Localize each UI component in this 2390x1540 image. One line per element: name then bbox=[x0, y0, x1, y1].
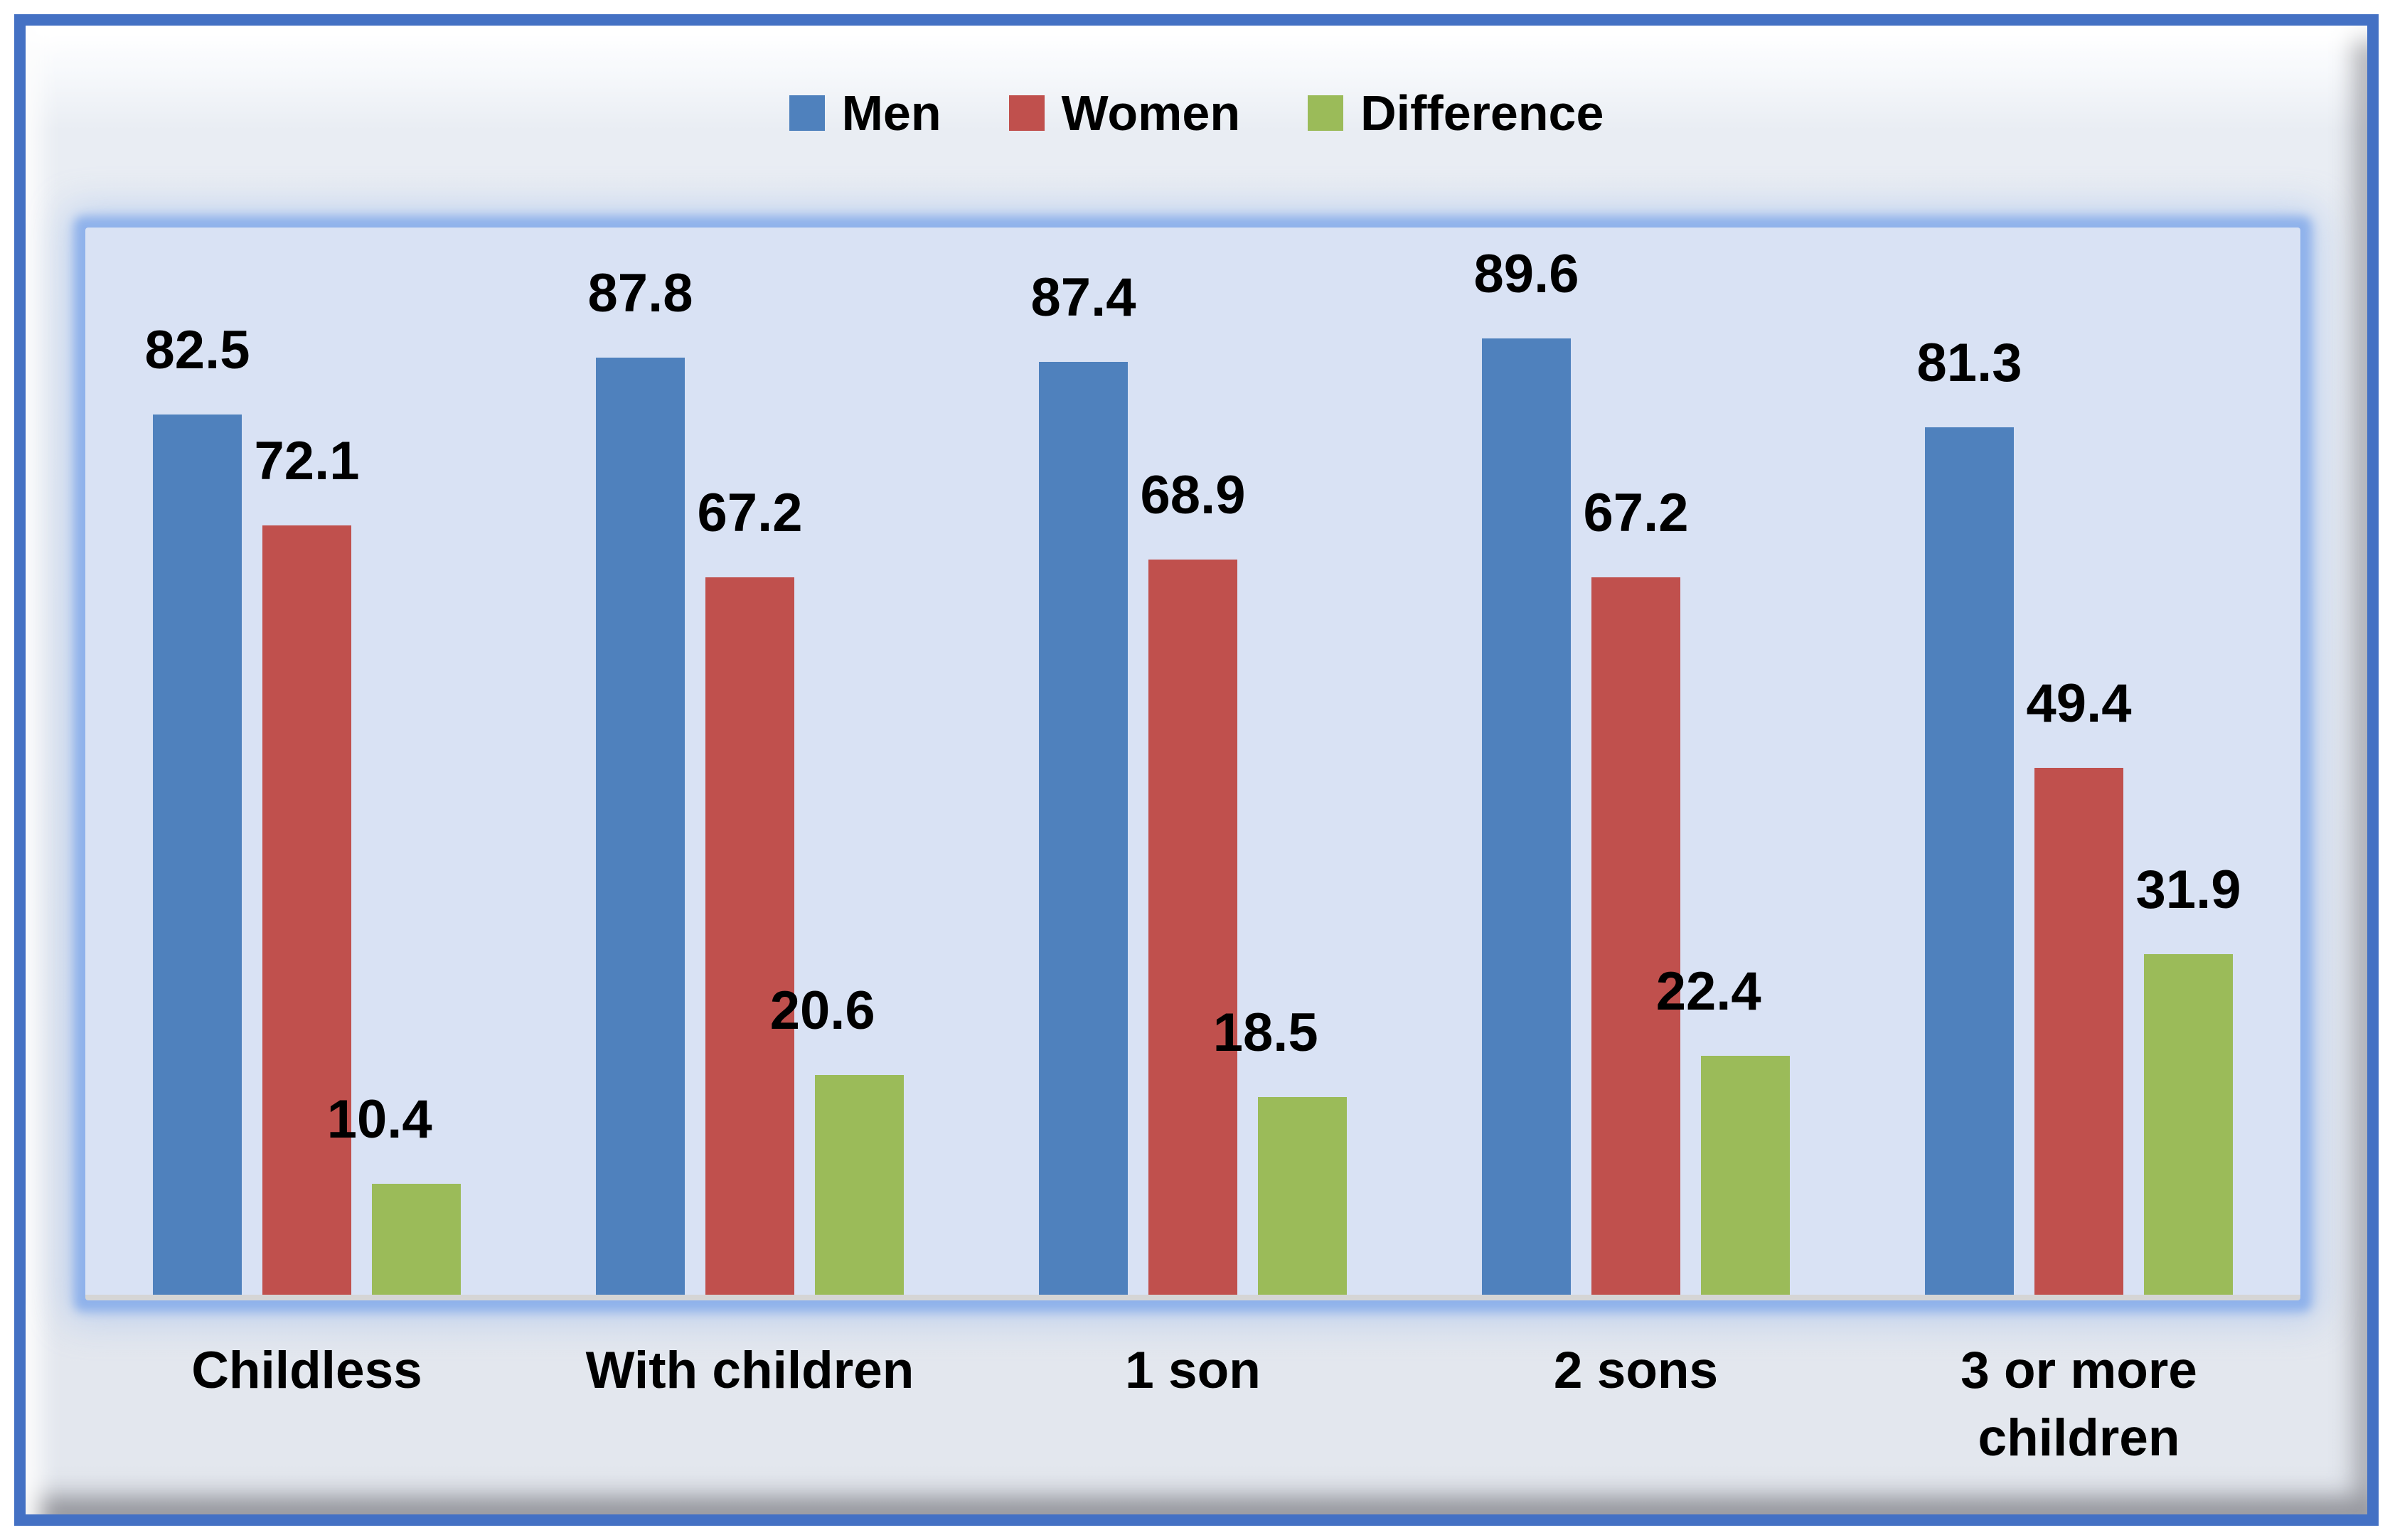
category-label-childless: Childless bbox=[191, 1342, 422, 1399]
legend-marker-women bbox=[1008, 95, 1045, 131]
value-label-difference-with-children: 20.6 bbox=[769, 980, 875, 1041]
value-label-men-1-son: 87.4 bbox=[1030, 267, 1136, 328]
value-label-men-3-or-more-children: 81.3 bbox=[1916, 332, 2022, 393]
bar-men-childless: 82.5 bbox=[145, 323, 250, 1295]
value-label-men-childless: 82.5 bbox=[144, 319, 250, 380]
bar-women-3-or-more-children: 49.4 bbox=[2027, 676, 2131, 1295]
bar-difference-childless: 10.4 bbox=[327, 1092, 461, 1295]
legend-label: Difference bbox=[1360, 85, 1604, 141]
window-frame: Men Women Difference 82.5 72.1 10.4 87.8 67.2 2… bbox=[14, 14, 2379, 1526]
chart-panel: Men Women Difference 82.5 72.1 10.4 87.8 67.2 2… bbox=[26, 26, 2367, 1514]
category-label-2-sons: 2 sons bbox=[1553, 1342, 1719, 1399]
category-label-3-or-more-children: 3 or more children bbox=[1960, 1342, 2197, 1467]
legend-item-men: Men bbox=[789, 88, 941, 138]
plot-area: 82.5 72.1 10.4 87.8 67.2 20.6 87.4 68.9 18.5 89.6… bbox=[85, 228, 2300, 1300]
bar-group-with-children: 87.8 67.2 20.6 bbox=[528, 228, 971, 1295]
value-label-difference-childless: 10.4 bbox=[326, 1089, 432, 1150]
legend-marker-difference bbox=[1308, 95, 1344, 131]
bar-group-2-sons: 89.6 67.2 22.4 bbox=[1414, 228, 1857, 1295]
bar-group-3-or-more-children: 81.3 49.4 31.9 bbox=[1857, 228, 2300, 1295]
bar-men-2-sons: 89.6 bbox=[1474, 247, 1579, 1295]
value-label-men-with-children: 87.8 bbox=[587, 263, 693, 324]
category-label-1-son: 1 son bbox=[1125, 1342, 1261, 1399]
category-label-with-children: With children bbox=[585, 1342, 914, 1399]
bar-group-childless: 82.5 72.1 10.4 bbox=[85, 228, 528, 1295]
value-label-women-childless: 72.1 bbox=[254, 430, 360, 491]
value-label-women-3-or-more-children: 49.4 bbox=[2026, 673, 2132, 734]
bar-men-with-children: 87.8 bbox=[588, 267, 693, 1295]
value-label-difference-3-or-more-children: 31.9 bbox=[2135, 860, 2241, 921]
legend: Men Women Difference bbox=[26, 88, 2367, 138]
value-label-women-2-sons: 67.2 bbox=[1583, 483, 1689, 544]
bar-women-with-children: 67.2 bbox=[698, 486, 802, 1295]
bar-difference-with-children: 20.6 bbox=[770, 983, 904, 1295]
value-label-women-1-son: 68.9 bbox=[1140, 464, 1246, 525]
value-label-men-2-sons: 89.6 bbox=[1473, 244, 1579, 305]
bar-group-1-son: 87.4 68.9 18.5 bbox=[971, 228, 1414, 1295]
value-label-women-with-children: 67.2 bbox=[697, 483, 803, 544]
value-label-difference-1-son: 18.5 bbox=[1212, 1002, 1318, 1064]
legend-marker-men bbox=[789, 95, 825, 131]
value-label-difference-2-sons: 22.4 bbox=[1655, 961, 1761, 1022]
bar-men-1-son: 87.4 bbox=[1031, 271, 1136, 1295]
bar-women-1-son: 68.9 bbox=[1141, 468, 1245, 1295]
bar-women-childless: 72.1 bbox=[255, 434, 359, 1295]
legend-item-difference: Difference bbox=[1308, 88, 1604, 138]
bar-difference-2-sons: 22.4 bbox=[1656, 964, 1790, 1295]
bar-men-3-or-more-children: 81.3 bbox=[1917, 336, 2022, 1295]
bar-difference-3-or-more-children: 31.9 bbox=[2136, 863, 2241, 1295]
bar-difference-1-son: 18.5 bbox=[1213, 1006, 1347, 1295]
legend-label: Men bbox=[841, 85, 941, 141]
bar-women-2-sons: 67.2 bbox=[1584, 486, 1688, 1295]
x-axis-labels: Childless With children 1 son 2 sons 3 or mo… bbox=[85, 1337, 2300, 1472]
legend-item-women: Women bbox=[1008, 85, 1241, 141]
legend-label: Women bbox=[1061, 85, 1241, 141]
